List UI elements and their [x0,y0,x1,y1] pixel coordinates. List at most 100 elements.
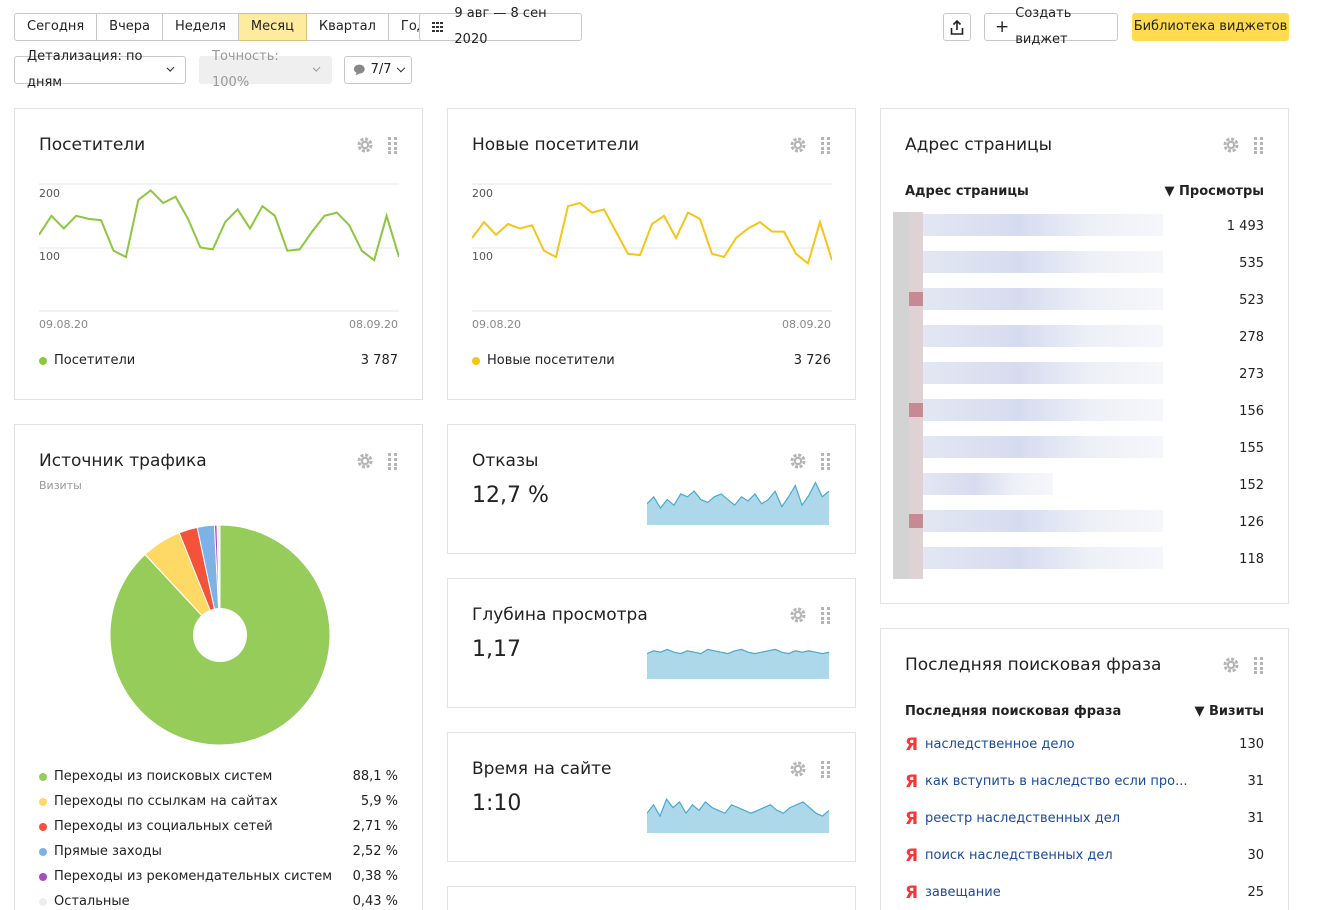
drag-handle-icon[interactable] [388,452,398,470]
chevron-down-icon [312,63,321,73]
blurred-url[interactable] [923,473,1053,495]
legend-dot [39,797,47,806]
search-phrase-widget: Последняя поисковая фраза Последняя поис… [880,628,1289,910]
blurred-url[interactable] [923,288,1163,310]
widget-title: Глубина просмотра [472,605,648,625]
widget-title: Источник трафика [39,451,207,471]
drag-handle-icon[interactable] [821,606,831,624]
legend-label: Новые посетители [487,353,615,368]
search-phrase-link[interactable]: завещание [925,885,1001,900]
blurred-url[interactable] [923,251,1163,273]
drag-handle-icon[interactable] [1254,136,1264,154]
legend-value: 3 726 [793,353,831,368]
blurred-url[interactable] [923,214,1163,236]
blurred-mark [909,514,923,528]
detail-label: Детализация: по дням [27,49,143,90]
create-widget-button[interactable]: + Создать виджет [984,6,1118,47]
detail-dropdown[interactable]: Детализация: по дням [14,49,186,90]
blurred-url[interactable] [923,547,1163,569]
blurred-url[interactable] [923,325,1163,347]
legend-value: 5,9 % [360,794,398,809]
widget-title: Отказы [472,451,539,471]
accuracy-dropdown[interactable]: Точность: 100% [199,49,332,90]
chevron-down-icon [396,63,405,73]
drag-handle-icon[interactable] [821,136,831,154]
period-button[interactable]: Квартал [306,13,389,41]
legend-label: Переходы из поисковых систем [54,769,273,784]
gear-icon[interactable] [356,136,374,154]
date-range-button[interactable]: 9 авг — 8 сен 2020 [419,6,582,47]
widget-library-label: Библиотека виджетов [1133,19,1288,34]
gear-icon[interactable] [789,606,807,624]
chevron-down-icon [166,63,175,73]
column-header: Адрес страницы [905,184,1029,199]
sort-column-header[interactable]: ▼ Просмотры [1164,184,1265,199]
search-phrase-link[interactable]: реестр наследственных дел [925,811,1121,826]
blurred-column [893,212,909,579]
gear-icon[interactable] [789,760,807,778]
legend-dot [472,356,480,365]
blurred-mark [909,403,923,417]
drag-handle-icon[interactable] [388,136,398,154]
gear-icon[interactable] [1222,656,1240,674]
gear-icon[interactable] [1222,136,1240,154]
yandex-icon: Я [905,883,919,903]
export-button[interactable] [943,13,971,41]
traffic-source-widget: Источник трафика Визиты Переходы из поис… [14,424,423,910]
gear-icon[interactable] [789,452,807,470]
period-button[interactable]: Вчера [97,13,163,41]
traffic-pie-chart [109,524,331,746]
legend-value: 88,1 % [352,769,398,784]
legend-item[interactable]: Переходы из социальных сетей 2,71 % [39,819,398,834]
bounces-sparkline [647,481,829,525]
visits-value: 30 [1247,848,1264,863]
yandex-icon: Я [905,809,919,829]
legend-item[interactable]: Переходы по ссылкам на сайтах 5,9 % [39,794,398,809]
segments-label: 7/7 [370,62,392,77]
sparkline-line [647,648,829,655]
search-phrase-link[interactable]: как вступить в наследство если про... [925,774,1188,789]
legend-item[interactable]: Переходы из рекомендательных систем 0,38 … [39,869,398,884]
drag-handle-icon[interactable] [1254,656,1264,674]
sort-column-header[interactable]: ▼ Визиты [1194,704,1265,719]
date-range-label: 9 авг — 8 сен 2020 [454,6,547,47]
segments-dropdown[interactable]: 7/7 [344,56,412,84]
page-address-widget: Адрес страницы Адрес страницы ▼ Просмотр… [880,108,1289,604]
legend-dot [39,872,47,881]
legend-item[interactable]: Прямые заходы 2,52 % [39,844,398,859]
blurred-url[interactable] [923,362,1163,384]
widget-title: Новые посетители [472,135,640,155]
pie-slice [216,524,221,636]
yandex-icon: Я [905,846,919,866]
bounces-widget: Отказы 12,7 % [447,424,856,554]
drag-handle-icon[interactable] [821,760,831,778]
views-value: 1 493 [1226,219,1264,234]
period-button[interactable]: Месяц [238,13,307,41]
legend-item[interactable]: Новые посетители 3 726 [472,353,831,368]
widget-subtitle: Визиты [39,479,82,492]
legend-item[interactable]: Переходы из поисковых систем 88,1 % [39,769,398,784]
legend-item[interactable]: Посетители 3 787 [39,353,398,368]
blurred-url[interactable] [923,399,1163,421]
period-button[interactable]: Неделя [163,13,239,41]
depth-sparkline [647,648,829,679]
period-button[interactable]: Сегодня [14,13,98,41]
y-tick-label: 100 [472,250,493,263]
search-phrase-link[interactable]: поиск наследственных дел [925,848,1113,863]
widget-tools [789,452,831,470]
blurred-url[interactable] [923,510,1163,532]
metric-value: 1,17 [472,637,521,662]
visits-value: 130 [1239,737,1264,752]
time-sparkline [647,797,829,833]
search-phrase-link[interactable]: наследственное дело [925,737,1075,752]
gear-icon[interactable] [356,452,374,470]
widget-tools [1222,656,1264,674]
y-tick-label: 100 [39,250,60,263]
gear-icon[interactable] [789,136,807,154]
drag-handle-icon[interactable] [821,452,831,470]
legend-item[interactable]: Остальные 0,43 % [39,894,398,909]
blurred-url[interactable] [923,436,1163,458]
legend-label: Переходы из социальных сетей [54,819,273,834]
legend-label: Переходы по ссылкам на сайтах [54,794,278,809]
widget-library-button[interactable]: Библиотека виджетов [1132,13,1289,41]
